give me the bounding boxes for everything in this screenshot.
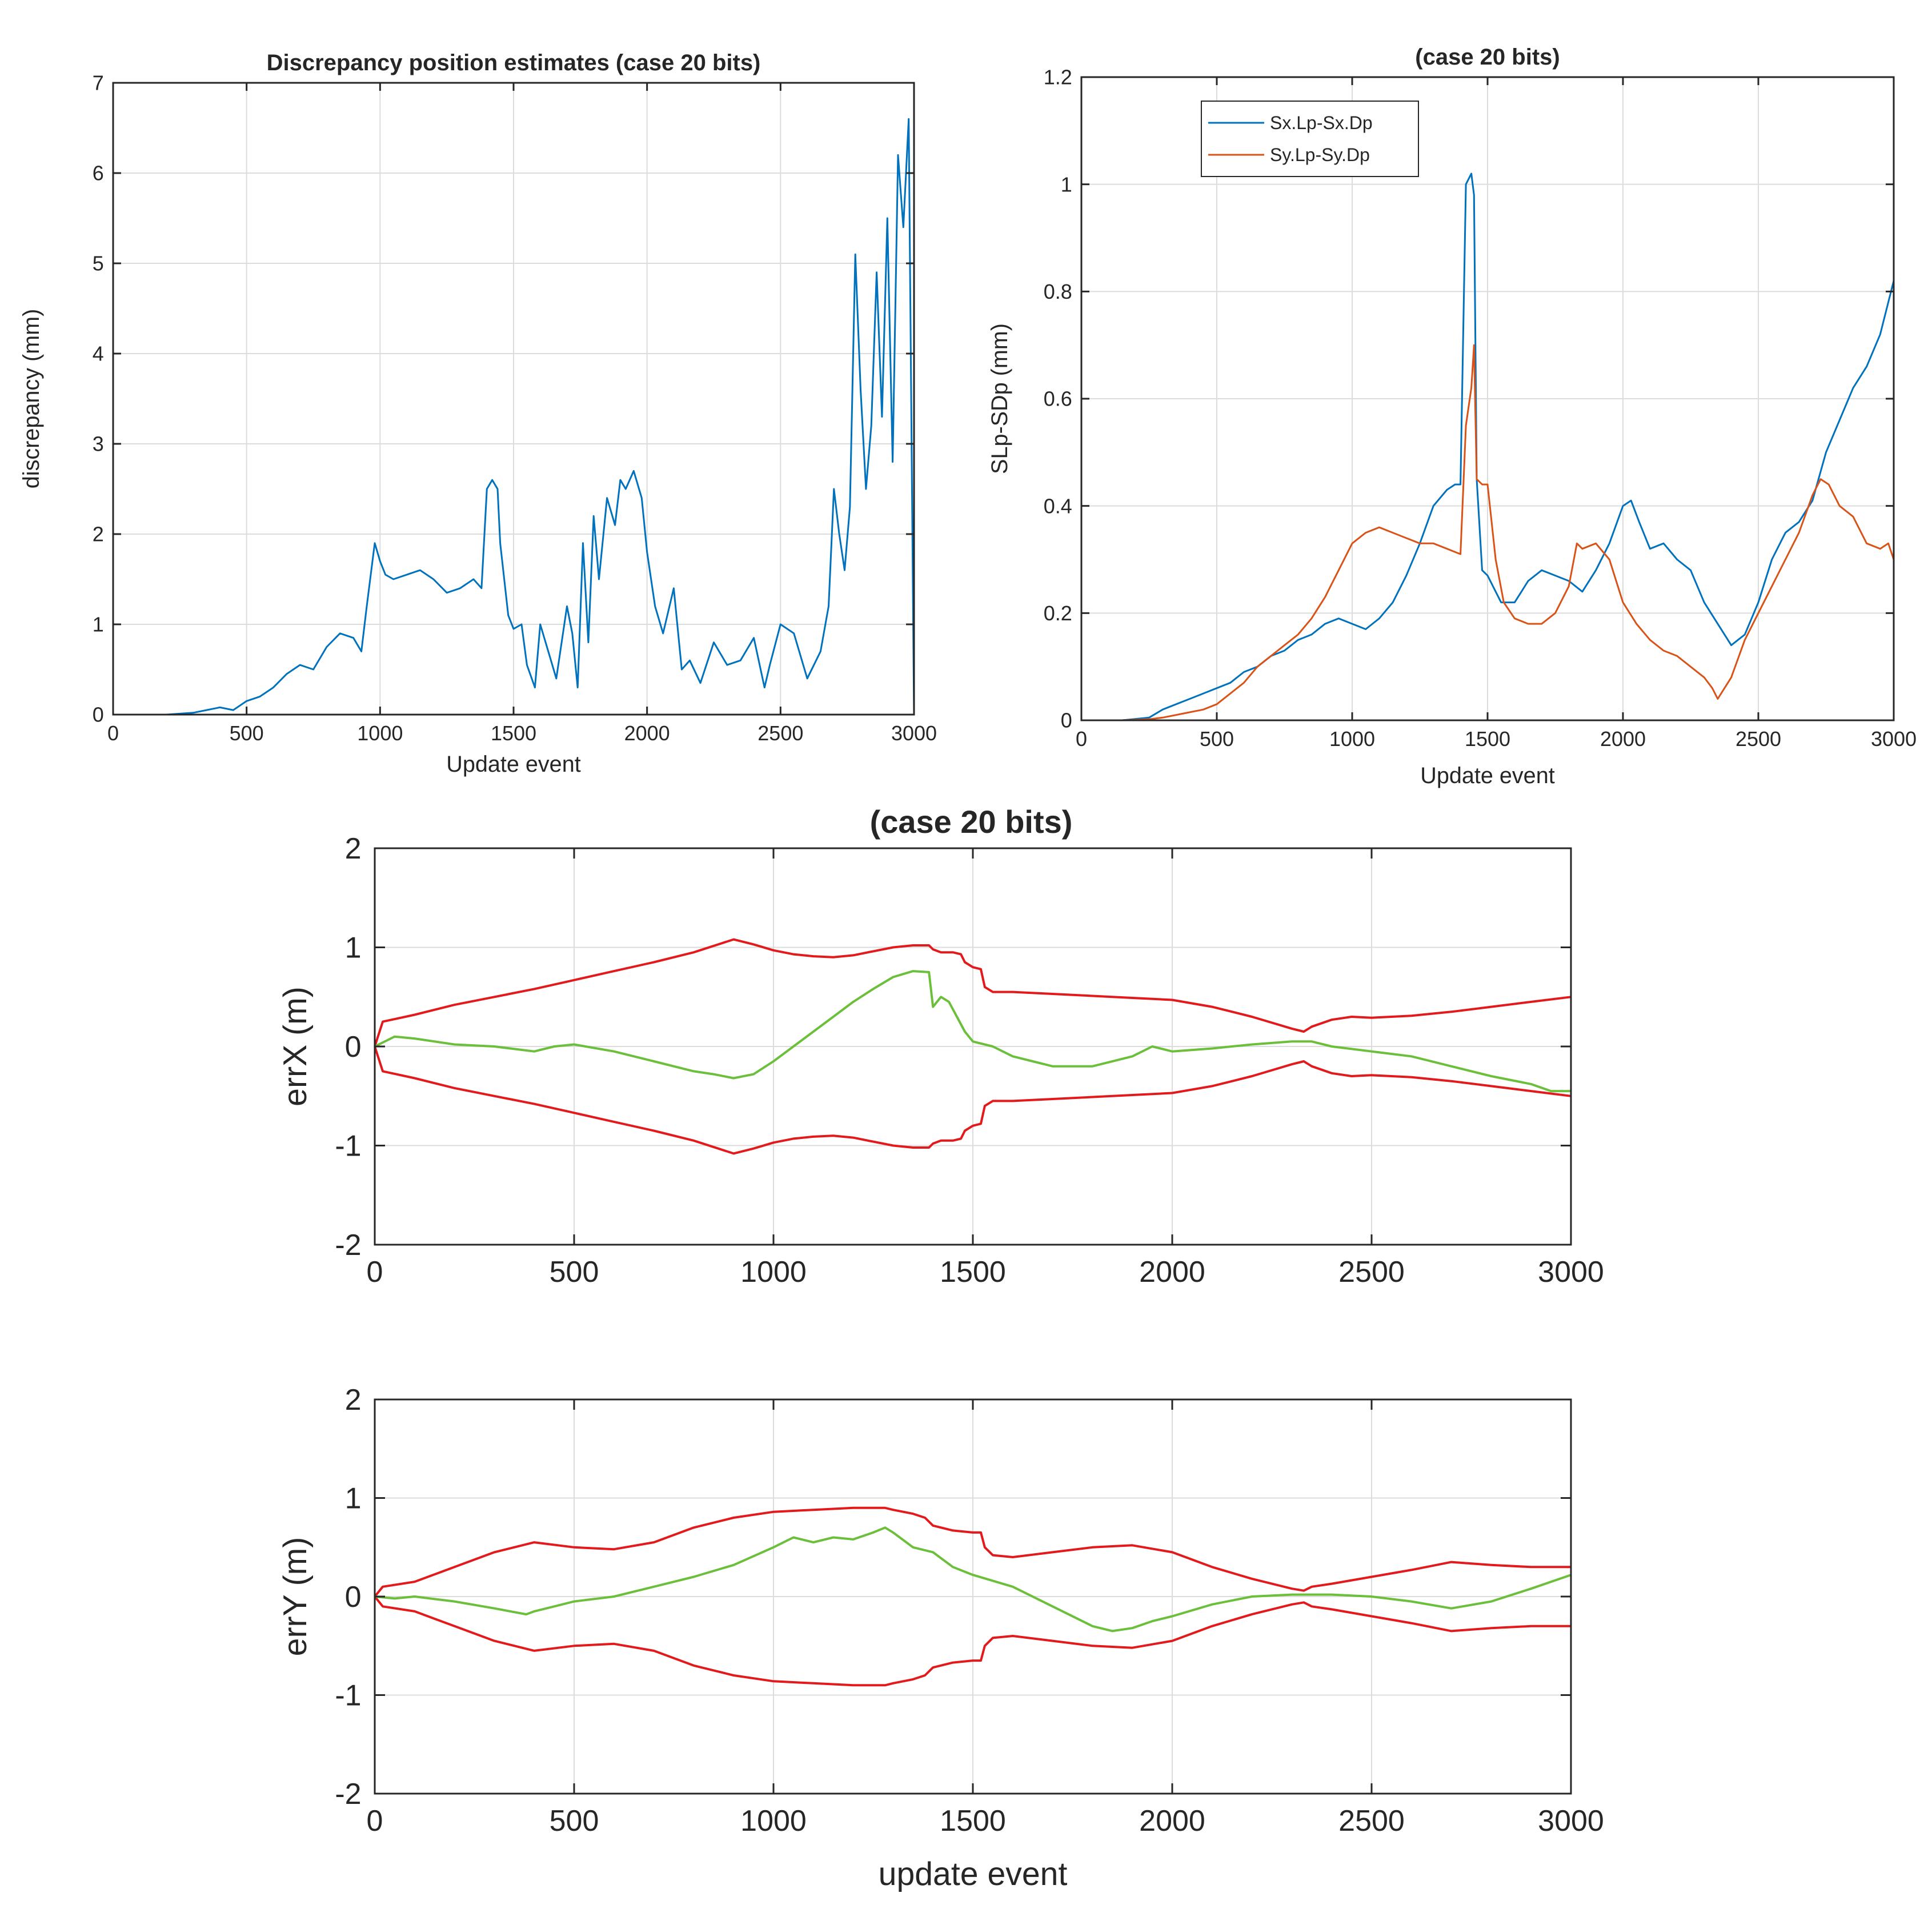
discrepancy-x-tick-label: 2500 [757, 721, 803, 745]
errx-x-tick-label: 0 [367, 1256, 383, 1289]
discrepancy-y-tick-label: 4 [93, 342, 104, 366]
slp-sdp-x-tick-label: 1500 [1465, 727, 1510, 751]
errx-y-tick-label: -1 [335, 1130, 361, 1163]
errx-x-tick-label: 3000 [1538, 1256, 1604, 1289]
slp-sdp-x-tick-label: 500 [1200, 727, 1234, 751]
slp-sdp-legend: Sx.Lp-Sx.Dp Sy.Lp-Sy.Dp [1201, 101, 1419, 177]
slp-sdp-x-tick-label: 1000 [1329, 727, 1375, 751]
errx-x-tick-label: 500 [550, 1256, 599, 1289]
discrepancy-x-tick-label: 1000 [357, 721, 403, 745]
discrepancy-y-tick-label: 0 [93, 703, 104, 727]
erry-xlabel: update event [879, 1856, 1068, 1892]
slp-sdp-legend-label: Sy.Lp-Sy.Dp [1270, 145, 1370, 165]
slp-sdp-y-tick-label: 1.2 [1044, 66, 1072, 89]
errx-y-tick-label: 0 [345, 1030, 362, 1064]
erry-ylabel: errY (m) [277, 1537, 314, 1657]
chart-erry: 0 500 1000 1500 2000 2500 3000 -2 -1 0 1 2 update ev… [277, 1383, 1604, 1892]
slp-sdp-x-tick-label: 2500 [1735, 727, 1781, 751]
bottom-group-title: (case 20 bits) [870, 804, 1073, 840]
erry-x-tick-label: 2000 [1139, 1804, 1205, 1838]
errx-series-bound-lower [374, 1046, 1572, 1155]
erry-x-tick-label: 1000 [740, 1804, 807, 1838]
erry-series-errY [374, 1526, 1572, 1633]
errx-series-errX [374, 970, 1571, 1093]
slp-sdp-x-tick-label: 2000 [1600, 727, 1646, 751]
discrepancy-x-tick-label: 500 [230, 721, 264, 745]
discrepancy-series-discrepancy [113, 118, 915, 716]
erry-y-tick-label: 0 [345, 1581, 362, 1614]
errx-y-tick-label: 1 [345, 932, 362, 965]
errx-x-tick-label: 1000 [740, 1256, 807, 1289]
errx-series-bound-upper [374, 938, 1572, 1047]
discrepancy-x-tick-label: 2000 [624, 721, 670, 745]
slp-sdp-legend-box [1201, 101, 1419, 177]
slp-sdp-y-tick-label: 0 [1061, 709, 1072, 732]
discrepancy-y-tick-label: 3 [93, 432, 104, 456]
slp-sdp-xlabel: Update event [1420, 763, 1554, 788]
slp-sdp-y-tick-label: 0.6 [1044, 387, 1072, 411]
discrepancy-ylabel: discrepancy (mm) [19, 309, 44, 488]
discrepancy-xlabel: Update event [446, 752, 580, 777]
discrepancy-x-tick-label: 0 [107, 721, 119, 745]
erry-y-tick-label: -1 [335, 1679, 361, 1713]
errx-y-tick-label: -2 [335, 1229, 361, 1262]
erry-y-tick-label: -2 [335, 1778, 361, 1811]
erry-x-tick-label: 1500 [940, 1804, 1006, 1838]
erry-x-tick-label: 500 [550, 1804, 599, 1838]
slp-sdp-title: (case 20 bits) [1415, 45, 1560, 70]
discrepancy-x-tick-label: 1500 [491, 721, 536, 745]
discrepancy-y-tick-label: 2 [93, 523, 104, 546]
slp-sdp-legend-label: Sx.Lp-Sx.Dp [1270, 113, 1373, 133]
errx-x-tick-label: 2000 [1139, 1256, 1205, 1289]
chart-errx: 0 500 1000 1500 2000 2500 3000 -2 -1 0 1 2 errX (m) [277, 832, 1604, 1289]
slp-sdp-ylabel: SLp-SDp (mm) [987, 323, 1012, 474]
slp-sdp-x-tick-label: 3000 [1871, 727, 1917, 751]
errx-ylabel: errX (m) [277, 986, 314, 1106]
errx-x-tick-label: 1500 [940, 1256, 1006, 1289]
erry-y-tick-label: 2 [345, 1383, 362, 1417]
discrepancy-y-tick-label: 5 [93, 252, 104, 275]
erry-x-tick-label: 3000 [1538, 1804, 1604, 1838]
errx-x-tick-label: 2500 [1338, 1256, 1405, 1289]
discrepancy-y-tick-label: 7 [93, 71, 104, 95]
erry-series-bound-upper [374, 1506, 1571, 1598]
slp-sdp-series-Sy.Lp-Sy.Dp [1081, 344, 1895, 721]
erry-y-tick-label: 1 [345, 1482, 362, 1515]
erry-x-tick-label: 2500 [1338, 1804, 1405, 1838]
chart-discrepancy: 0 500 1000 1500 2000 2500 3000 0 1 2 3 4 5 6 7 Discrepa… [19, 50, 937, 777]
erry-series-bound-lower [374, 1595, 1571, 1687]
errx-y-tick-label: 2 [345, 832, 362, 865]
chart-slp-sdp: 0 500 1000 1500 2000 2500 3000 0 0.2 0.4 0.6 0.8 1 1.… [987, 45, 1917, 788]
discrepancy-title: Discrepancy position estimates (case 20 … [267, 50, 761, 75]
slp-sdp-x-tick-label: 0 [1076, 727, 1087, 751]
slp-sdp-y-tick-label: 0.8 [1044, 280, 1072, 303]
slp-sdp-y-tick-label: 1 [1061, 173, 1072, 196]
slp-sdp-y-tick-label: 0.4 [1044, 494, 1072, 518]
discrepancy-y-tick-label: 6 [93, 162, 104, 185]
erry-x-tick-label: 0 [367, 1804, 383, 1838]
discrepancy-y-tick-label: 1 [93, 613, 104, 636]
discrepancy-x-tick-label: 3000 [891, 721, 937, 745]
slp-sdp-y-tick-label: 0.2 [1044, 601, 1072, 625]
